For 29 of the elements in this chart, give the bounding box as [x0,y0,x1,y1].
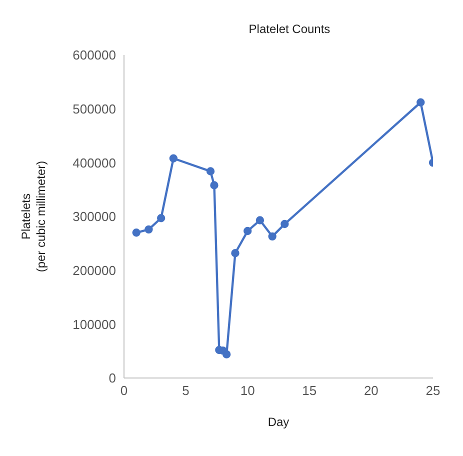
y-tick-label: 200000 [72,262,116,278]
x-tick-label: 0 [120,383,128,398]
x-tick-label: 15 [302,383,317,398]
y-tick-label: 500000 [72,101,116,116]
point [280,220,289,228]
point [268,232,276,241]
point [206,167,215,176]
point [416,98,425,106]
point [210,181,218,190]
point [156,214,166,222]
y-tick-label: 600000 [72,48,116,63]
x-tick-label: 10 [240,383,255,398]
y-tick-label: 300000 [72,209,116,224]
x-tick-label: 5 [182,383,190,398]
y-axis-title: Platelets (per cubic millimeter) [19,160,48,272]
point [144,225,153,234]
x-axis-title: Day [268,415,290,429]
point [231,249,240,258]
y-tick-label: 100000 [72,316,116,332]
y-tick-label: 400000 [72,155,116,170]
point [169,154,178,162]
point [256,216,264,224]
point [132,228,140,237]
x-tick-label: 25 [426,383,440,398]
x-tick-label: 20 [364,383,378,398]
chart-title: Platelet Counts [248,22,330,36]
point [222,350,231,358]
y-tick-label: 0 [108,370,116,386]
point [244,226,252,236]
